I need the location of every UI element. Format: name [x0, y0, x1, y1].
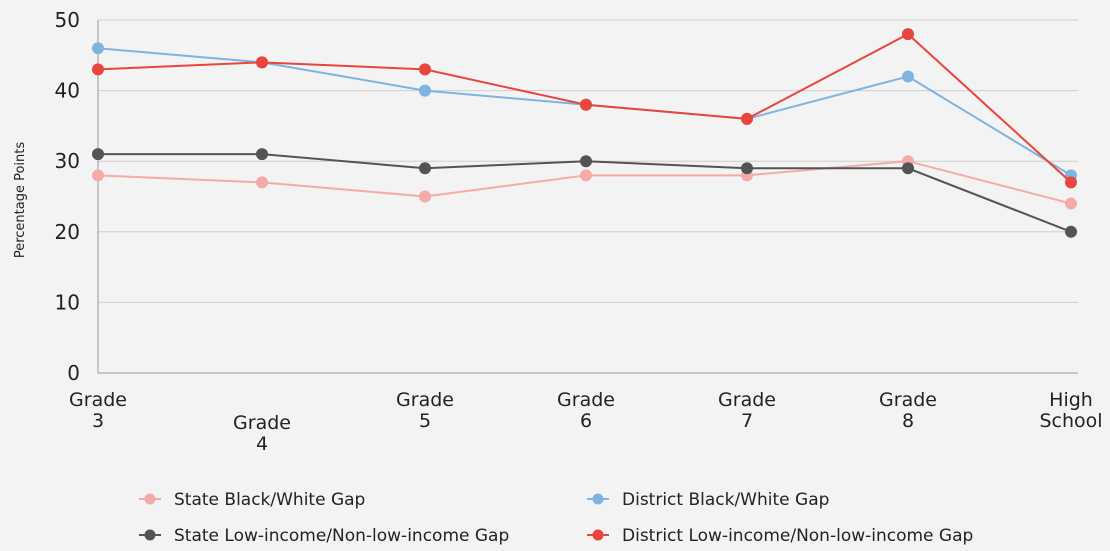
- data-point: [92, 63, 104, 76]
- data-point: [419, 84, 431, 97]
- legend-label: District Black/White Gap: [622, 490, 829, 510]
- legend-swatch-marker: [592, 493, 604, 505]
- series-layer: [92, 28, 1077, 238]
- legend-item: District Black/White Gap: [587, 490, 829, 510]
- x-tick-label: School: [1039, 410, 1102, 432]
- legend-item: State Low-income/Non-low-income Gap: [139, 526, 509, 546]
- data-point: [1065, 176, 1077, 189]
- y-tick-label: 40: [55, 79, 80, 103]
- legend-item: District Low-income/Non-low-income Gap: [587, 526, 973, 546]
- data-point: [902, 28, 914, 41]
- data-point: [92, 169, 104, 182]
- series-line: [97, 160, 1072, 205]
- x-tick-label: 3: [92, 410, 104, 432]
- gridlines: [98, 19, 1078, 374]
- data-point: [1065, 225, 1077, 238]
- data-point: [419, 162, 431, 175]
- x-tick-label: 6: [580, 410, 592, 432]
- y-tick-label: 50: [55, 8, 80, 32]
- series-3: [92, 28, 1077, 189]
- y-axis-label: Percentage Points: [13, 142, 28, 259]
- data-point: [741, 162, 753, 175]
- y-tick-label: 30: [55, 149, 80, 173]
- x-tick-label: 5: [419, 410, 431, 432]
- data-point: [419, 190, 431, 203]
- data-point: [92, 42, 104, 55]
- data-point: [580, 169, 592, 182]
- series-2: [92, 148, 1077, 238]
- x-tick-label: Grade: [557, 389, 615, 411]
- x-tick-label: Grade: [69, 389, 127, 411]
- data-point: [92, 148, 104, 161]
- legend-label: District Low-income/Non-low-income Gap: [622, 526, 973, 546]
- y-tick-label: 10: [55, 290, 80, 314]
- x-tick-label: 4: [256, 433, 268, 455]
- x-tick-label: Grade: [718, 389, 776, 411]
- legend-item: State Black/White Gap: [139, 490, 365, 510]
- data-point: [580, 155, 592, 168]
- x-tick-label: 7: [741, 410, 753, 432]
- data-point: [902, 162, 914, 175]
- legend-swatch-marker: [592, 529, 604, 541]
- legend-label: State Black/White Gap: [174, 490, 365, 510]
- data-point: [580, 98, 592, 111]
- x-tick-label: Grade: [879, 389, 937, 411]
- x-tick-label: Grade: [396, 389, 454, 411]
- data-point: [741, 112, 753, 125]
- x-tick-label: 8: [902, 410, 914, 432]
- legend: State Black/White Gap District Black/Whit…: [139, 490, 973, 546]
- legend-swatch-marker: [144, 493, 156, 505]
- y-tick-label: 20: [55, 220, 80, 244]
- data-point: [256, 176, 268, 189]
- data-point: [902, 70, 914, 83]
- data-point: [256, 56, 268, 69]
- legend-swatch-marker: [144, 529, 156, 541]
- data-point: [419, 63, 431, 76]
- y-axis: 0 10 20 30 40 50: [55, 8, 99, 385]
- x-tick-label: High: [1049, 389, 1093, 411]
- y-tick-label: 0: [67, 361, 80, 385]
- data-point: [256, 148, 268, 161]
- data-point: [1065, 197, 1077, 210]
- legend-label: State Low-income/Non-low-income Gap: [174, 526, 509, 546]
- x-tick-label: Grade: [233, 412, 291, 434]
